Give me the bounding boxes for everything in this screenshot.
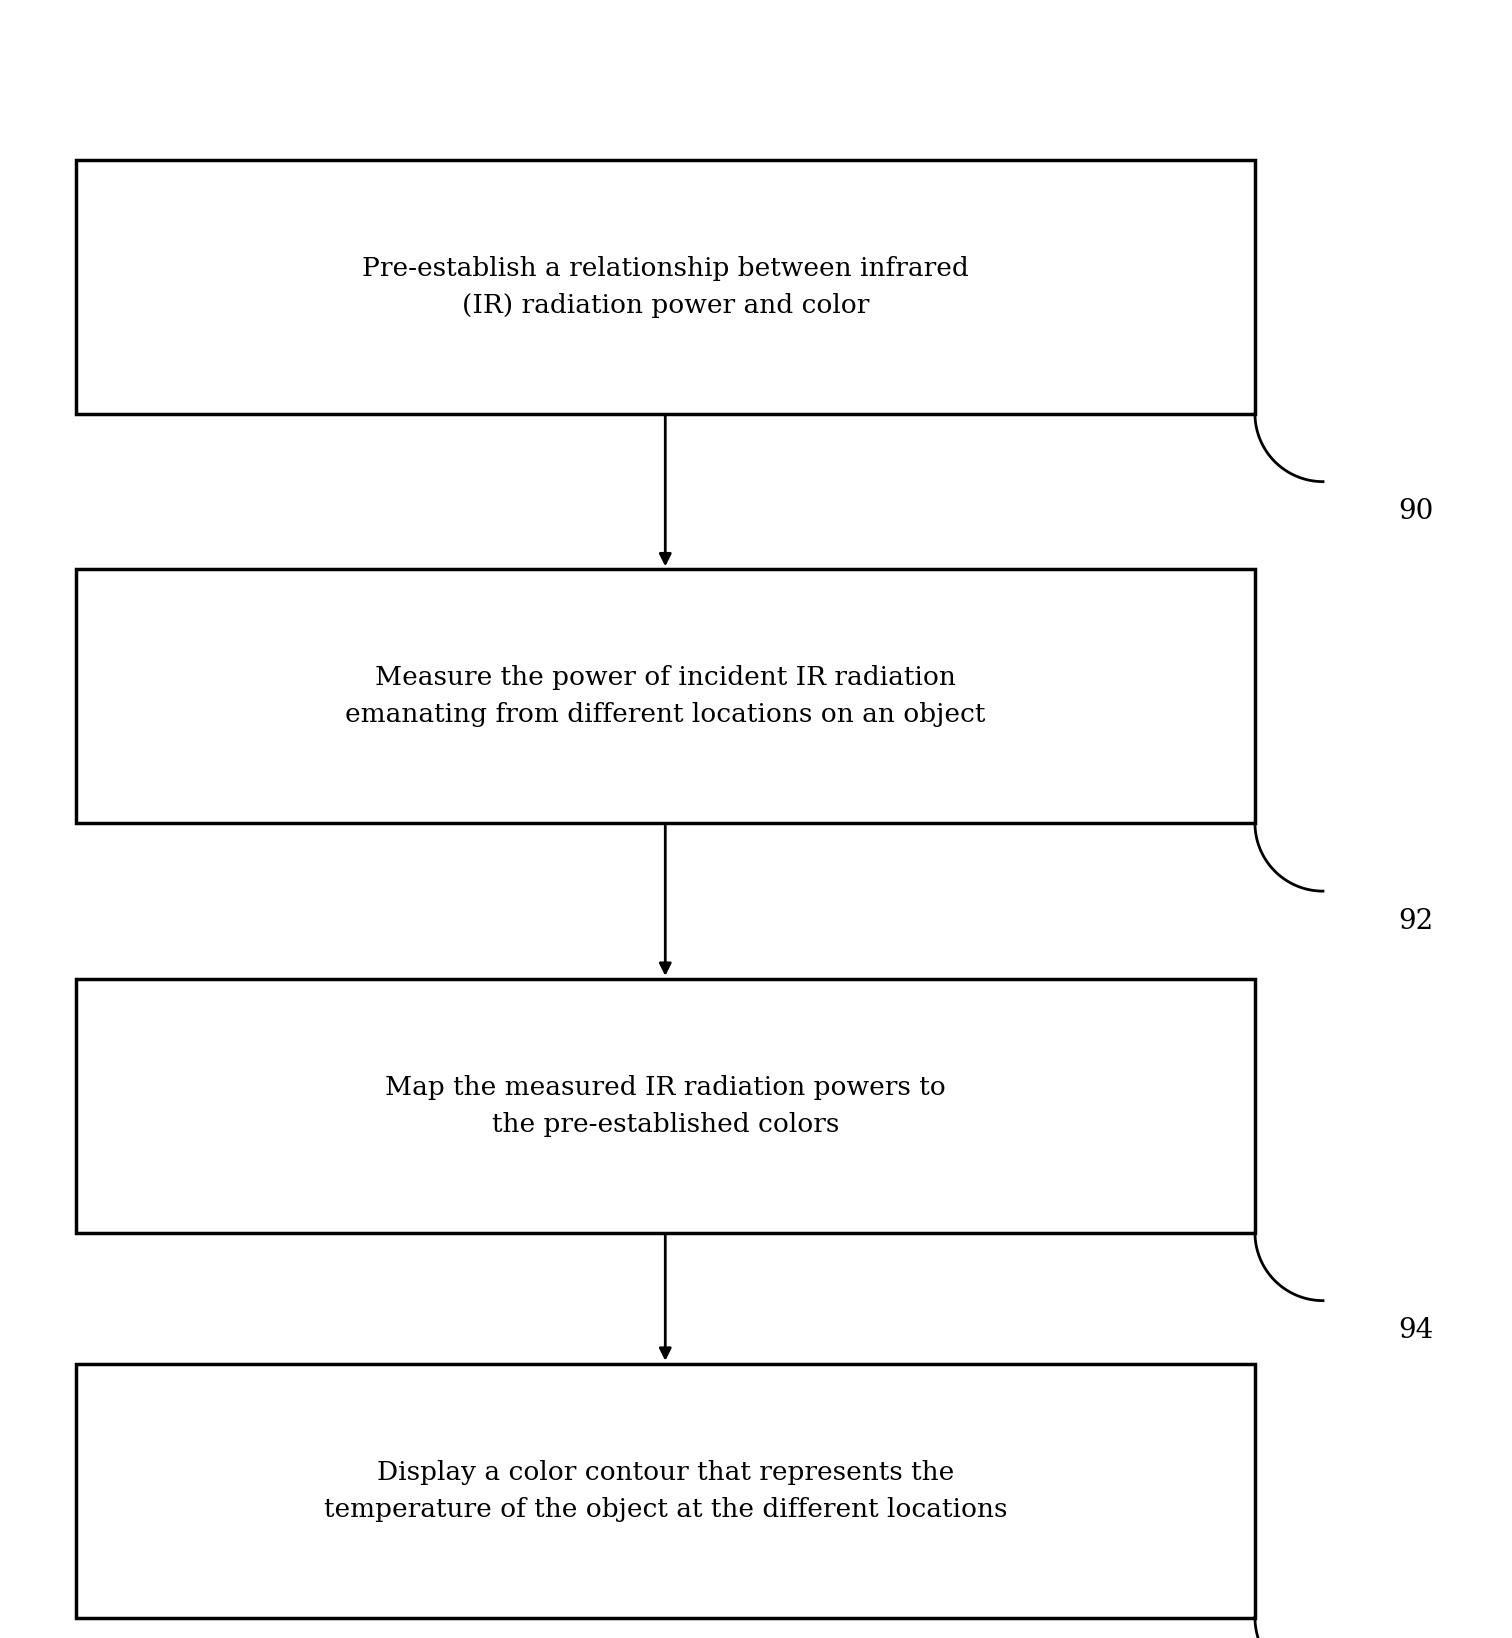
Text: Measure the power of incident IR radiation
emanating from different locations on: Measure the power of incident IR radiati… — [345, 665, 986, 727]
Text: 92: 92 — [1399, 907, 1433, 935]
Text: Map the measured IR radiation powers to
the pre-established colors: Map the measured IR radiation powers to … — [386, 1075, 945, 1137]
Bar — [76, 1363, 1255, 1618]
Bar — [76, 570, 1255, 824]
Text: Pre-establish a relationship between infrared
(IR) radiation power and color: Pre-establish a relationship between inf… — [361, 256, 969, 318]
Bar — [76, 159, 1255, 414]
Text: Display a color contour that represents the
temperature of the object at the dif: Display a color contour that represents … — [324, 1459, 1007, 1522]
Text: 94: 94 — [1399, 1317, 1433, 1345]
Text: 90: 90 — [1399, 498, 1433, 526]
Bar — [76, 980, 1255, 1233]
